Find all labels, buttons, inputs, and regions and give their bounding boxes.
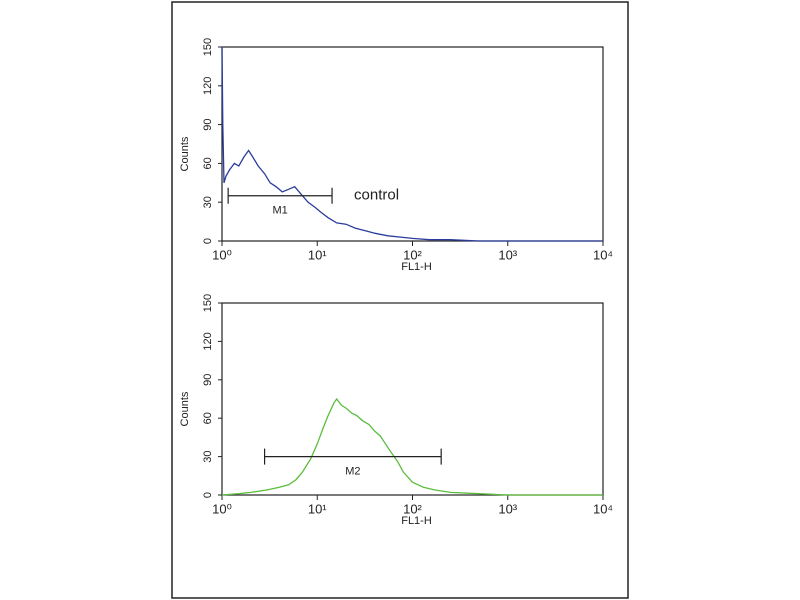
y-axis-label: Counts (179, 391, 191, 426)
x-tick-label: 10⁰ (212, 247, 232, 262)
x-tick-label: 10⁴ (593, 501, 613, 516)
gate-label: M1 (272, 205, 287, 217)
y-tick-label: 90 (202, 118, 214, 130)
x-tick-label: 10² (403, 247, 422, 262)
y-tick-label: 150 (202, 294, 214, 312)
y-tick-label: 60 (202, 157, 214, 169)
x-tick-label: 10⁰ (212, 501, 232, 516)
frame (171, 1, 629, 599)
x-axis-label: FL1-H (401, 261, 432, 273)
y-tick-label: 60 (202, 412, 214, 424)
y-tick-label: 90 (202, 374, 214, 386)
y-tick-label: 30 (202, 450, 214, 462)
y-tick-label: 0 (202, 238, 214, 244)
y-tick-label: 120 (202, 77, 214, 95)
gate-label: M2 (345, 466, 360, 478)
y-axis-label: Counts (179, 136, 191, 171)
histogram-line (221, 397, 603, 496)
histogram-line (221, 46, 603, 242)
annotation: control (354, 187, 399, 204)
y-tick-label: 120 (202, 332, 214, 350)
x-tick-label: 10¹ (308, 501, 327, 516)
x-tick-label: 10¹ (308, 247, 327, 262)
x-tick-label: 10³ (498, 501, 517, 516)
x-tick-label: 10² (403, 501, 422, 516)
x-axis-label: FL1-H (401, 515, 432, 527)
y-tick-label: 30 (202, 196, 214, 208)
y-tick-label: 0 (202, 492, 214, 498)
x-tick-label: 10³ (498, 247, 517, 262)
x-tick-label: 10⁴ (593, 247, 613, 262)
y-tick-label: 150 (202, 38, 214, 56)
